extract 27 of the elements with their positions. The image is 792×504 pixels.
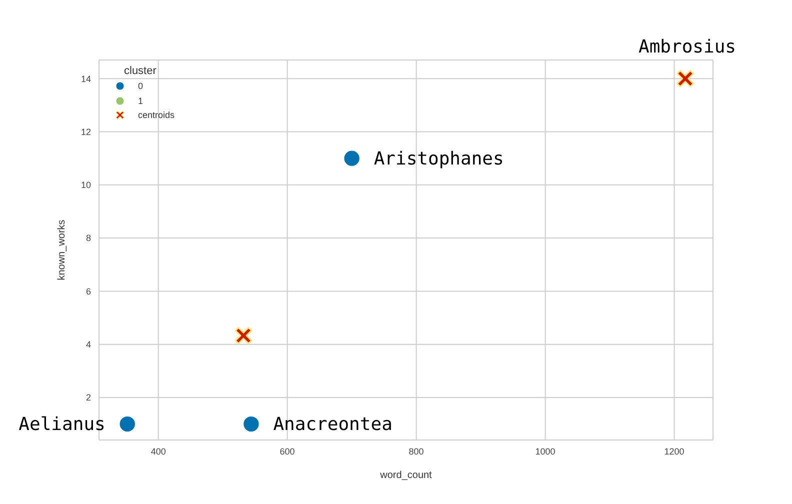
x-tick-label: 800 [408, 446, 424, 456]
y-axis-title: known_works [56, 220, 68, 280]
y-tick-label: 2 [86, 392, 91, 403]
x-tick-label: 400 [150, 446, 166, 456]
legend-label: 1 [138, 96, 144, 106]
annotation: Aelianus [18, 414, 106, 436]
x-tick-label: 600 [280, 446, 295, 456]
annotation: Aristophanes [374, 148, 504, 170]
annotation: Anacreontea [273, 414, 392, 436]
point [234, 326, 252, 344]
point [242, 416, 260, 432]
y-tick-label: 6 [86, 286, 91, 296]
x-tick-label: 1200 [664, 446, 684, 456]
legend-label: 0 [138, 81, 144, 92]
y-tick-label: 8 [86, 233, 91, 244]
point [676, 70, 694, 88]
point [343, 150, 360, 167]
x-tick-label: 1000 [535, 446, 556, 456]
legend-label: centroids [138, 110, 175, 120]
x-axis-title: word_count [379, 470, 432, 481]
y-tick-label: 10 [80, 180, 91, 190]
y-tick-label: 12 [80, 126, 91, 137]
point [118, 416, 136, 432]
y-tick-label: 14 [80, 74, 91, 84]
y-tick-label: 4 [86, 340, 91, 350]
legend-title: cluster [124, 65, 158, 77]
annotation: Ambrosius [638, 36, 736, 58]
